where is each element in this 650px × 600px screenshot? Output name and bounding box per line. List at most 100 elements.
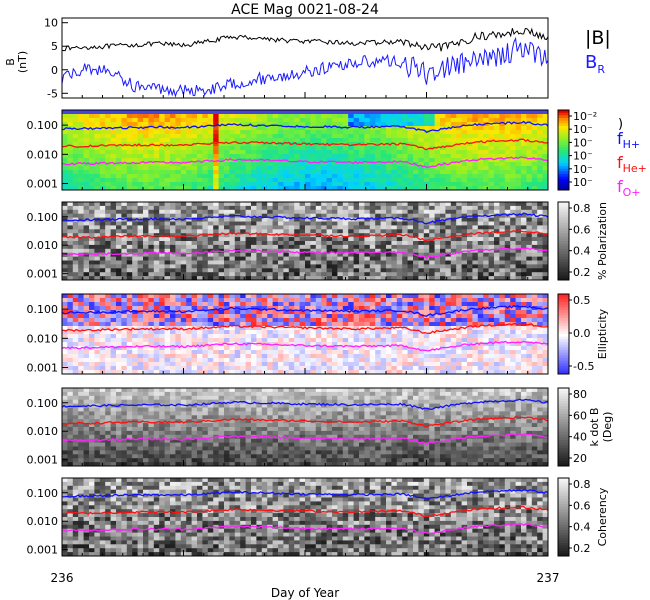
ellipticity-cell	[288, 346, 295, 351]
polarization-cell	[494, 213, 500, 218]
polarization-cell	[62, 268, 68, 273]
power-cell	[369, 182, 376, 187]
power-cell	[542, 166, 549, 171]
ellipticity-cell	[186, 358, 192, 363]
polarization-cell	[342, 229, 349, 234]
polarization-cell	[110, 213, 117, 218]
polarization-cell	[348, 264, 354, 269]
polarization-cell	[315, 268, 322, 273]
power-cell	[170, 186, 176, 191]
power-cell	[213, 178, 219, 183]
polarization-cell	[407, 264, 414, 269]
polarization-cell	[218, 221, 225, 226]
power-cell	[191, 146, 198, 151]
power-cell	[488, 126, 495, 131]
polarization-cell	[121, 252, 128, 257]
power-cell	[450, 146, 457, 151]
polarization-cell	[240, 252, 246, 257]
power-cell	[153, 166, 160, 171]
polarization-cell	[116, 237, 122, 242]
ellipticity-cell	[359, 322, 365, 327]
power-cell	[515, 158, 522, 163]
power-cell	[396, 114, 403, 119]
polarization-cell	[78, 244, 84, 250]
polarization-cell	[186, 202, 192, 207]
ellipticity-cell	[337, 342, 344, 347]
ellipticity-cell	[288, 310, 295, 315]
polarization-cell	[164, 213, 171, 218]
ellipticity-cell	[348, 310, 354, 315]
power-cell	[353, 126, 360, 131]
power-cell	[126, 186, 133, 191]
power-cell	[380, 146, 387, 151]
ellipticity-cell	[251, 362, 257, 367]
ellipticity-cell	[110, 338, 117, 343]
polarization-cell	[202, 237, 209, 242]
polarization-cell	[256, 229, 263, 234]
polarization-cell	[461, 221, 468, 226]
polarization-cell	[213, 221, 219, 226]
polarization-cell	[521, 272, 527, 277]
polarization-cell	[191, 229, 198, 234]
power-cell	[526, 150, 533, 155]
power-cell	[224, 182, 230, 187]
power-cell	[413, 158, 419, 163]
power-cell	[299, 134, 306, 139]
power-cell	[294, 138, 300, 143]
polarization-cell	[418, 272, 425, 277]
power-cell	[62, 134, 68, 139]
polarization-cell	[413, 202, 419, 207]
power-cell	[418, 174, 425, 179]
power-cell	[418, 178, 425, 183]
polarization-cell	[359, 217, 365, 222]
ellipticity-cell	[305, 318, 311, 323]
power-cell	[305, 150, 311, 155]
polarization-cell	[224, 260, 230, 265]
power-cell	[78, 142, 84, 147]
power-cell	[531, 186, 538, 191]
power-gyro-He+	[61, 138, 549, 151]
polarization-cell	[359, 252, 365, 257]
polarization-cell	[110, 202, 117, 207]
power-cell	[99, 182, 106, 187]
ellipticity-cell	[110, 298, 117, 303]
polarization-cell	[445, 241, 452, 246]
ellipticity-cell	[148, 314, 155, 319]
ellipticity-cell	[72, 350, 79, 355]
power-cell	[510, 178, 516, 183]
power-cell	[278, 166, 284, 171]
power-cell	[348, 162, 354, 167]
polarization-cell	[78, 272, 84, 277]
power-cell	[137, 166, 144, 171]
ellipticity-cell	[148, 350, 155, 355]
ellipticity-cell	[170, 342, 176, 347]
polarization-cell	[499, 213, 506, 218]
polarization-cell	[531, 202, 538, 207]
power-cell	[456, 150, 462, 155]
polarization-cell	[153, 248, 160, 254]
ellipticity-cell	[321, 294, 327, 299]
ellipticity-cell	[116, 330, 122, 335]
power-cell	[477, 150, 484, 155]
polarization-cell	[62, 272, 68, 277]
power-cell	[332, 138, 338, 143]
power-cell	[542, 150, 549, 155]
power-cell	[105, 182, 111, 187]
polarization-cell	[477, 276, 484, 281]
ellipticity-cell	[288, 314, 295, 319]
polarization-cell	[488, 233, 495, 238]
polarization-cell	[467, 233, 473, 238]
ellipticity-cell	[261, 330, 268, 335]
ellipticity-cell	[126, 326, 133, 331]
ellipticity-cell	[272, 330, 279, 335]
ellipticity-cell	[332, 298, 338, 303]
power-cell	[197, 162, 203, 167]
polarization-cell	[521, 221, 527, 226]
ellipticity-cell	[380, 298, 387, 303]
power-cell	[288, 154, 295, 159]
polarization-cell	[531, 233, 538, 238]
polarization-cell	[148, 217, 155, 222]
polarization-cell	[386, 272, 392, 277]
power-cell	[229, 170, 236, 175]
polarization-cell	[494, 209, 500, 215]
